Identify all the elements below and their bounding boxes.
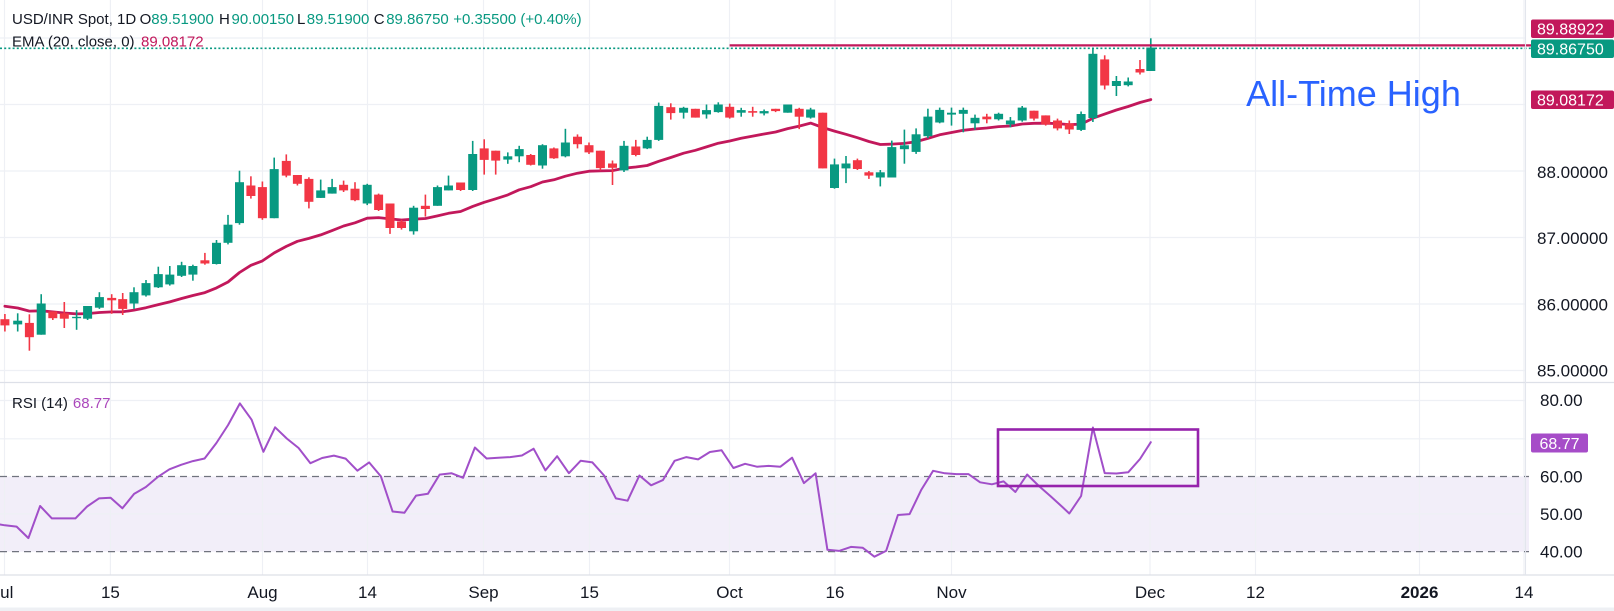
svg-text:86.00000: 86.00000: [1537, 296, 1608, 315]
svg-text:16: 16: [826, 583, 845, 602]
svg-text:89.51900: 89.51900: [151, 11, 214, 28]
svg-text:68.77: 68.77: [1540, 436, 1580, 453]
svg-text:40.00: 40.00: [1540, 543, 1583, 562]
svg-text:89.08172: 89.08172: [1537, 93, 1604, 110]
svg-text:87.00000: 87.00000: [1537, 229, 1608, 248]
svg-text:89.86750: 89.86750: [386, 11, 449, 28]
svg-text:Sep: Sep: [468, 583, 498, 602]
svg-text:Oct: Oct: [716, 583, 743, 602]
svg-text:2026: 2026: [1401, 583, 1439, 602]
svg-text:USD/INR Spot, 1D: USD/INR Spot, 1D: [12, 11, 136, 28]
svg-text:Nov: Nov: [936, 583, 967, 602]
svg-text:15: 15: [580, 583, 599, 602]
svg-text:80.00: 80.00: [1540, 391, 1583, 410]
svg-text:89.86750: 89.86750: [1537, 42, 1604, 59]
svg-text:O: O: [140, 11, 152, 28]
svg-text:89.51900: 89.51900: [307, 11, 370, 28]
svg-text:68.77: 68.77: [73, 395, 111, 412]
svg-text:Dec: Dec: [1135, 583, 1166, 602]
svg-text:C: C: [374, 11, 385, 28]
svg-text:90.00150: 90.00150: [232, 11, 295, 28]
svg-text:15: 15: [101, 583, 120, 602]
svg-text:Aug: Aug: [247, 583, 277, 602]
svg-text:Jul: Jul: [0, 583, 13, 602]
svg-text:L: L: [297, 11, 305, 28]
svg-text:14: 14: [1515, 583, 1534, 602]
svg-text:89.88922: 89.88922: [1537, 22, 1604, 39]
svg-text:RSI (14): RSI (14): [12, 395, 68, 412]
svg-text:EMA (20, close, 0): EMA (20, close, 0): [12, 34, 135, 51]
svg-text:14: 14: [358, 583, 377, 602]
svg-text:12: 12: [1246, 583, 1265, 602]
svg-text:All-Time High: All-Time High: [1246, 73, 1461, 114]
svg-text:89.08172: 89.08172: [141, 34, 204, 51]
svg-text:60.00: 60.00: [1540, 468, 1583, 487]
svg-text:88.00000: 88.00000: [1537, 163, 1608, 182]
svg-text:85.00000: 85.00000: [1537, 362, 1608, 381]
svg-text:50.00: 50.00: [1540, 505, 1583, 524]
svg-text:H: H: [219, 11, 230, 28]
svg-text:+0.35500 (+0.40%): +0.35500 (+0.40%): [453, 11, 581, 28]
